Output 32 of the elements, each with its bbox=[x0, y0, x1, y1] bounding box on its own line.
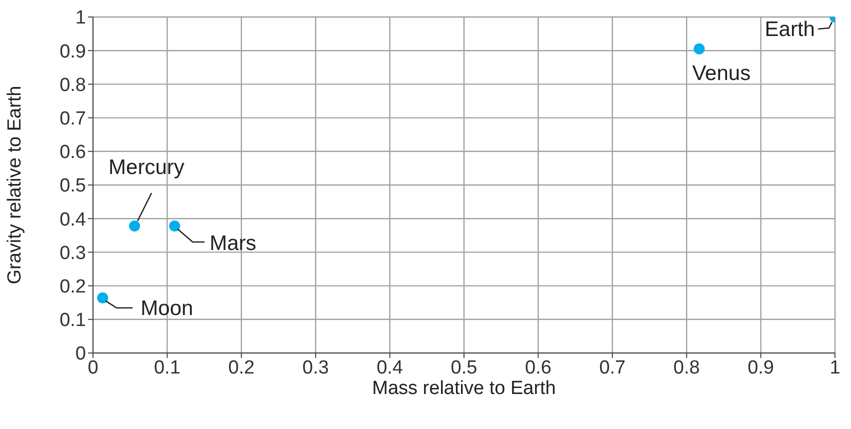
annotation: Earth bbox=[764, 18, 815, 41]
y-tick-label: 0.3 bbox=[60, 242, 86, 264]
y-axis-title: Gravity relative to Earth bbox=[4, 86, 26, 284]
x-tick-label: 0.4 bbox=[376, 357, 404, 378]
y-tick-label: 0.8 bbox=[60, 74, 86, 96]
x-tick-label: 0.5 bbox=[450, 357, 478, 378]
x-tick-label: 0.3 bbox=[302, 357, 329, 378]
x-tick-label: 0.1 bbox=[154, 357, 180, 378]
y-tick-label: 0.6 bbox=[60, 142, 86, 164]
annotation: Mars bbox=[210, 232, 256, 255]
y-tick-label: 0.1 bbox=[60, 310, 86, 332]
x-tick-label: 1 bbox=[830, 357, 840, 378]
annotation: Mercury bbox=[108, 156, 185, 179]
point bbox=[97, 292, 108, 304]
point bbox=[694, 43, 705, 54]
point bbox=[129, 220, 140, 232]
x-tick-label: 0.8 bbox=[673, 357, 700, 378]
y-tick-label: 0 bbox=[75, 344, 86, 365]
x-tick-label: 0.9 bbox=[748, 357, 774, 378]
x-tick-label: 0.6 bbox=[524, 357, 552, 378]
y-tick-label: 0.7 bbox=[60, 108, 86, 130]
annotation: Venus bbox=[692, 62, 751, 85]
x-tick-label: 0.7 bbox=[599, 357, 626, 378]
x-axis-title: Mass relative to Earth bbox=[372, 378, 556, 399]
y-tick-label: 1 bbox=[75, 8, 86, 29]
y-tick-label: 0.9 bbox=[60, 41, 86, 62]
x-tick-label: 0.2 bbox=[228, 357, 255, 378]
y-tick-label: 0.2 bbox=[60, 276, 86, 298]
y-tick-label: 0.4 bbox=[60, 209, 86, 230]
point bbox=[169, 220, 180, 232]
y-tick-label: 0.5 bbox=[60, 176, 86, 197]
annotation: Moon bbox=[140, 296, 194, 320]
